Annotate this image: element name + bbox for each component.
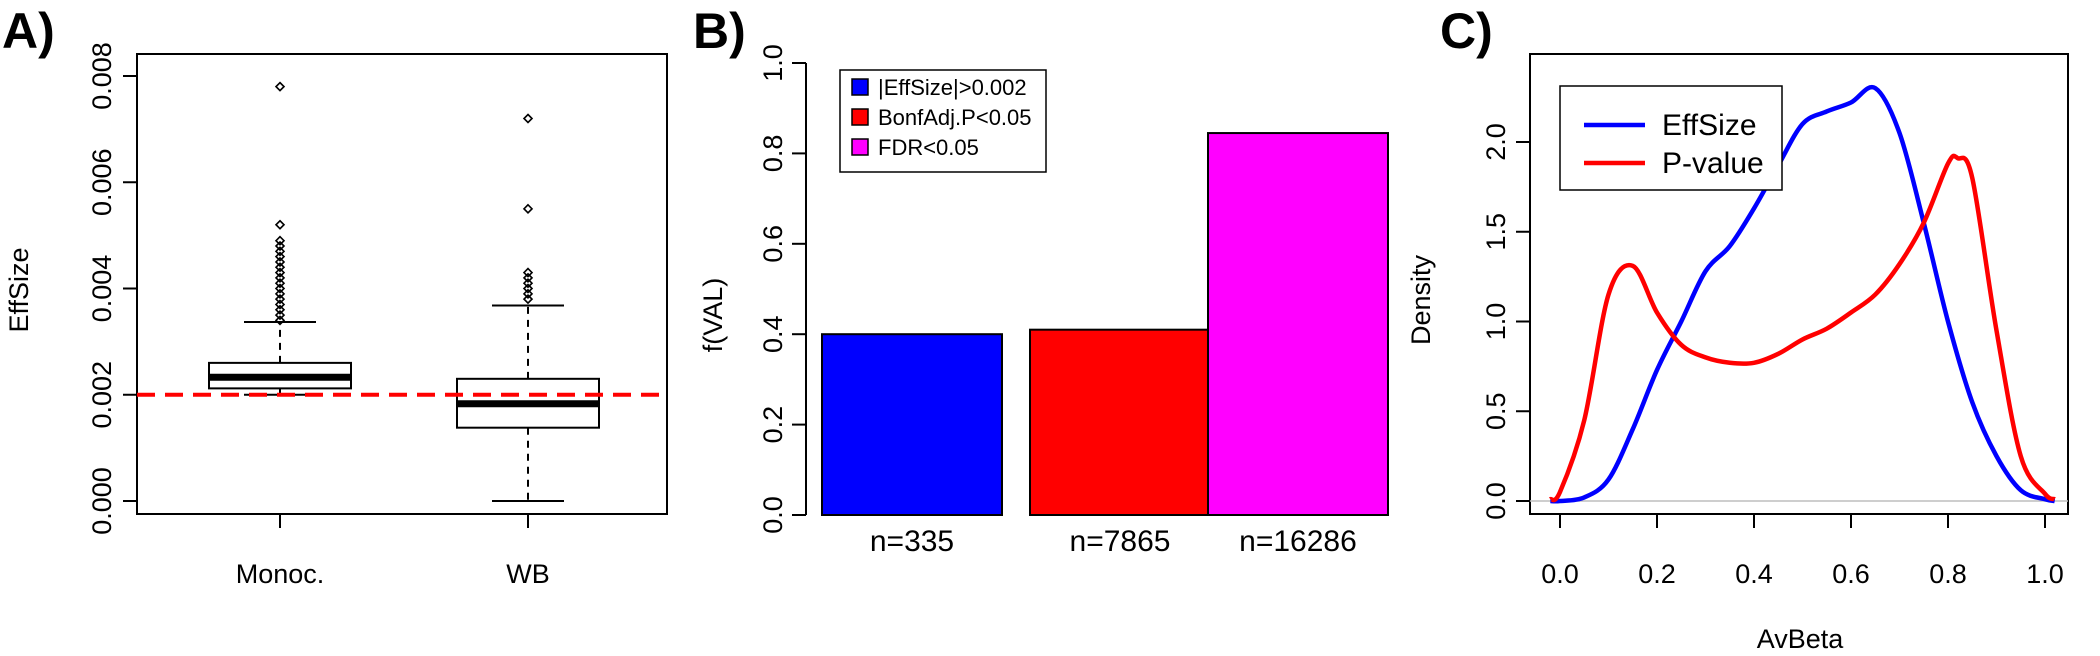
panel-letter-a: A) <box>2 3 55 59</box>
panel-c-frame <box>1529 53 2069 515</box>
panel-b-ytick-label: 0.8 <box>758 135 788 173</box>
panel-a-outlier-point <box>522 267 534 278</box>
panel-letter-c: C) <box>1440 3 1493 59</box>
panel-c-xtick-label: 1.0 <box>2026 559 2064 589</box>
panel-a-xtick-label: WB <box>506 559 550 589</box>
panel-b-ylabel: f(VAL) <box>698 278 728 353</box>
panel-c-ylabel: Density <box>1406 254 1436 345</box>
panel-c-xtick-label: 0.0 <box>1541 559 1579 589</box>
panel-a-box-group: WB <box>456 113 600 589</box>
panel-a-box-group: Monoc. <box>208 81 352 589</box>
panel-a-outlier-point <box>274 219 286 230</box>
panel-b-legend-swatch <box>851 108 869 126</box>
panel-b-legend-label: FDR<0.05 <box>878 135 979 160</box>
panel-a-outlier-point <box>274 251 286 262</box>
panel-a-outlier-point <box>274 304 286 315</box>
panel-c-legend-box <box>1559 85 1783 191</box>
panel-a-ytick-label: 0.008 <box>87 42 117 110</box>
panel-b-legend-swatch <box>851 138 869 156</box>
panel-a-outlier-point <box>274 81 286 92</box>
panel-a-outlier-point <box>274 293 286 305</box>
panel-b-legend-label: BonfAdj.P<0.05 <box>878 105 1032 130</box>
panel-b-bar <box>821 333 1003 517</box>
panel-a-outlier-point <box>274 246 286 257</box>
panel-a-outlier-point <box>522 272 534 284</box>
panel-a-ytick-label: 0.000 <box>87 467 117 535</box>
panel-b-legend: |EffSize|>0.002 BonfAdj.P<0.05 FDR<0.05 <box>839 69 1047 173</box>
panel-a-outlier-point <box>274 240 286 252</box>
panel-c-legend-label: P-value <box>1662 147 1764 180</box>
panel-a-outlier-point <box>274 309 286 321</box>
panel-a-outlier-point <box>274 256 286 268</box>
panel-b-ytick-label: 0.0 <box>758 496 788 534</box>
panel-a-outlier-point <box>522 203 534 214</box>
panel-a-xtick-label: Monoc. <box>236 559 325 589</box>
panel-a-outlier-point <box>522 293 534 305</box>
panel-a-ytick-label: 0.002 <box>87 361 117 429</box>
panel-c-xtick-label: 0.2 <box>1638 559 1676 589</box>
panel-b-ytick-label: 0.4 <box>758 315 788 353</box>
panel-a-outlier-point <box>274 262 286 273</box>
panel-b-bar-label: n=7865 <box>1070 525 1171 558</box>
panel-c-xtick-label: 0.8 <box>1929 559 1967 589</box>
panel-a-outlier-point <box>522 113 534 124</box>
panel-a-outlier-point <box>274 278 286 289</box>
panel-a-ytick-label: 0.006 <box>87 148 117 216</box>
panel-a-outlier-point <box>522 283 534 294</box>
panel-a-outlier-point <box>274 283 286 294</box>
panel-b-bar-label: n=335 <box>870 525 954 558</box>
panel-a-boxplot: EffSize 0.000 0.002 0.004 0.006 0.008 Monoc.… <box>4 42 668 589</box>
panel-b-barchart: f(VAL) 0.0 0.2 0.4 0.6 0.8 1.0 n=335 n=7865 n=1… <box>698 44 1389 558</box>
panel-c-xtick-label: 0.6 <box>1832 559 1870 589</box>
panel-a-outlier-point <box>274 299 286 310</box>
panel-a-outlier-point <box>522 278 534 289</box>
panel-c-xlabel: AvBeta <box>1757 624 1845 654</box>
panel-c-series-line <box>1548 153 2056 503</box>
panel-c-legend-label: EffSize <box>1662 109 1757 142</box>
panel-b-ytick-label: 0.6 <box>758 225 788 263</box>
panel-a-outlier-point <box>274 272 286 284</box>
panel-c-ytick-label: 2.0 <box>1481 123 1511 161</box>
panel-a-frame <box>136 53 668 515</box>
panel-c-ytick-label: 1.0 <box>1481 303 1511 341</box>
panel-b-legend-box <box>839 69 1047 173</box>
panel-b-legend-swatch <box>851 78 869 96</box>
panel-b-bar <box>1029 328 1211 516</box>
panel-b-bar <box>1207 132 1389 516</box>
panel-c-ytick-label: 0.5 <box>1481 392 1511 430</box>
panel-c-ytick-label: 1.5 <box>1481 213 1511 251</box>
panel-b-bar-label: n=16286 <box>1239 525 1357 558</box>
panel-a-outlier-point <box>522 288 534 299</box>
panel-a-ylabel: EffSize <box>4 247 34 332</box>
panel-b-legend-label: |EffSize|>0.002 <box>878 75 1027 100</box>
panel-c-ytick-label: 0.0 <box>1481 482 1511 520</box>
panel-a-outlier-point <box>274 267 286 278</box>
panel-c-legend: EffSize P-value <box>1559 85 1783 191</box>
panel-b-ytick-label: 0.2 <box>758 406 788 444</box>
panel-a-outlier-point <box>274 288 286 299</box>
panel-a-ytick-label: 0.004 <box>87 255 117 323</box>
panel-c-xtick-label: 0.4 <box>1735 559 1773 589</box>
panel-c-density: Density AvBeta 0.0 0.2 0.4 0.6 0.8 1.0 0.0 0.5 1… <box>1406 53 2069 654</box>
panel-letter-b: B) <box>693 3 746 59</box>
panel-b-ytick-label: 1.0 <box>758 44 788 82</box>
panel-a-outlier-point <box>274 235 286 246</box>
panel-a-outlier-point <box>274 315 286 326</box>
panel-c-series-line <box>1550 84 2056 504</box>
